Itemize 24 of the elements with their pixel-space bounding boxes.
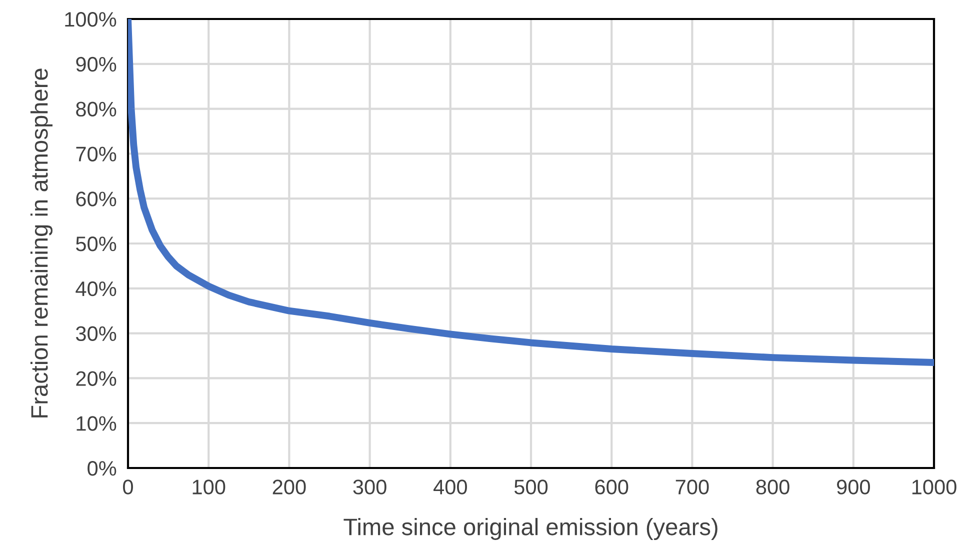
x-tick-label: 500 bbox=[514, 480, 548, 494]
y-tick-label: 50% bbox=[76, 236, 116, 252]
y-tick-label: 100% bbox=[65, 12, 116, 27]
x-tick-label: 1000 bbox=[912, 480, 956, 494]
x-tick-label: 0 bbox=[123, 480, 133, 494]
x-tick-label: 700 bbox=[676, 480, 709, 494]
y-tick-label: 10% bbox=[76, 416, 116, 431]
y-tick-label: 0% bbox=[88, 461, 116, 476]
y-axis-title: Fraction remaining in atmosphere bbox=[30, 68, 52, 418]
x-tick-label: 400 bbox=[434, 480, 467, 494]
x-tick-label: 600 bbox=[595, 480, 628, 494]
y-tick-label: 80% bbox=[76, 102, 116, 117]
x-tick-label: 300 bbox=[353, 480, 386, 494]
x-tick-label: 800 bbox=[756, 480, 790, 494]
x-axis-title: Time since original emission (years) bbox=[344, 518, 718, 540]
x-tick-label: 200 bbox=[272, 480, 306, 494]
x-tick-label: 900 bbox=[837, 480, 870, 494]
x-tick-label: 100 bbox=[192, 480, 226, 494]
y-tick-label: 90% bbox=[76, 56, 116, 72]
y-tick-label: 20% bbox=[76, 371, 116, 386]
y-tick-label: 30% bbox=[76, 326, 116, 342]
y-tick-label: 40% bbox=[76, 281, 116, 296]
y-tick-label: 70% bbox=[76, 146, 116, 162]
y-tick-label: 60% bbox=[76, 192, 116, 206]
